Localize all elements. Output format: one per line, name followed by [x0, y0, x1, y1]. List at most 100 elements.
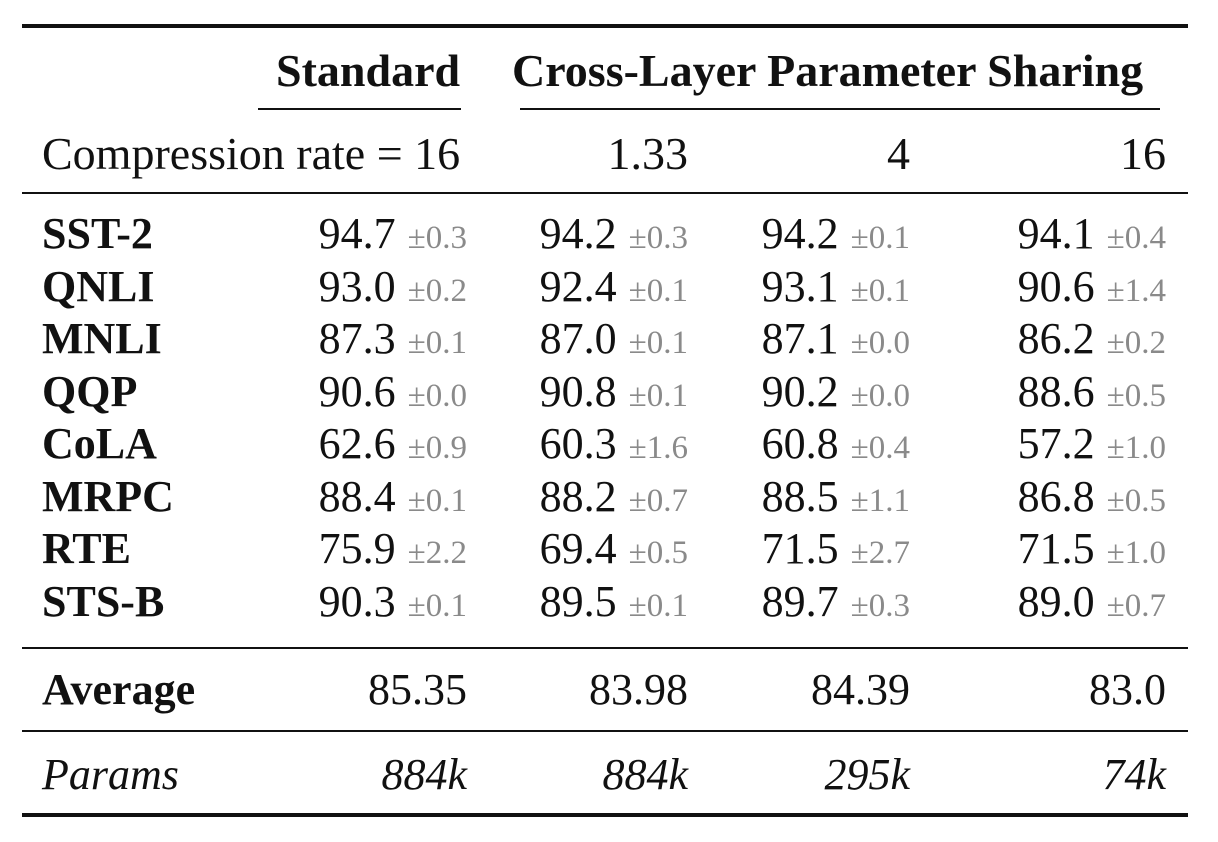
score-mean: 90.6 [1017, 262, 1095, 311]
score-std: ±0.7 [628, 483, 688, 519]
score-mean: 88.2 [539, 472, 617, 521]
bottom-rule [22, 813, 1188, 817]
params-sharing-16: 74k [1102, 750, 1166, 799]
score-mean: 62.6 [318, 419, 396, 468]
score-mean: 60.8 [761, 419, 839, 468]
params-rule [22, 730, 1188, 732]
score-mean: 57.2 [1017, 419, 1095, 468]
score-mean: 90.3 [318, 577, 396, 626]
score-std: ±0.2 [1106, 325, 1166, 361]
score-std: ±0.2 [407, 273, 467, 309]
score-mean: 89.0 [1017, 577, 1095, 626]
score-mean: 86.2 [1017, 314, 1095, 363]
task-label: STS-B [42, 577, 165, 626]
header-cross-layer-sharing: Cross-Layer Parameter Sharing [512, 45, 1144, 96]
score-std: ±0.1 [628, 273, 688, 309]
score-cell-standard: 88.4 ±0.1 [319, 475, 467, 519]
score-std: ±2.7 [850, 535, 910, 571]
task-label: MRPC [42, 472, 174, 521]
score-mean: 88.4 [318, 472, 396, 521]
score-std: ±0.3 [407, 220, 467, 256]
score-cell-sharing-1-33: 90.8 ±0.1 [540, 370, 688, 414]
score-cell-standard: 90.3 ±0.1 [319, 580, 467, 624]
score-mean: 87.0 [539, 314, 617, 363]
score-cell-standard: 93.0 ±0.2 [319, 265, 467, 309]
score-std: ±1.1 [850, 483, 910, 519]
score-cell-sharing-16: 71.5 ±1.0 [1018, 527, 1166, 571]
score-mean: 87.1 [761, 314, 839, 363]
average-sharing-4: 84.39 [811, 665, 910, 714]
score-std: ±1.4 [1106, 273, 1166, 309]
score-mean: 60.3 [539, 419, 617, 468]
score-cell-standard: 90.6 ±0.0 [319, 370, 467, 414]
score-std: ±0.1 [628, 378, 688, 414]
score-cell-standard: 75.9 ±2.2 [319, 527, 467, 571]
score-mean: 94.2 [761, 209, 839, 258]
score-mean: 88.6 [1017, 367, 1095, 416]
score-std: ±0.3 [850, 588, 910, 624]
score-cell-sharing-16: 88.6 ±0.5 [1018, 370, 1166, 414]
compression-rate-16: 16 [1120, 128, 1166, 179]
score-std: ±0.0 [850, 325, 910, 361]
score-mean: 87.3 [318, 314, 396, 363]
score-mean: 90.2 [761, 367, 839, 416]
score-cell-sharing-4: 60.8 ±0.4 [762, 422, 910, 466]
score-cell-standard: 62.6 ±0.9 [319, 422, 467, 466]
average-label: Average [42, 665, 196, 714]
params-standard: 884k [381, 750, 467, 799]
score-std: ±1.0 [1106, 535, 1166, 571]
score-mean: 86.8 [1017, 472, 1095, 521]
score-cell-sharing-1-33: 69.4 ±0.5 [540, 527, 688, 571]
top-rule [22, 24, 1188, 28]
score-cell-sharing-4: 90.2 ±0.0 [762, 370, 910, 414]
task-label: CoLA [42, 419, 157, 468]
score-cell-sharing-16: 89.0 ±0.7 [1018, 580, 1166, 624]
score-cell-sharing-16: 86.2 ±0.2 [1018, 317, 1166, 361]
score-std: ±0.5 [1106, 378, 1166, 414]
score-cell-sharing-4: 87.1 ±0.0 [762, 317, 910, 361]
score-mean: 94.7 [318, 209, 396, 258]
score-cell-standard: 87.3 ±0.1 [319, 317, 467, 361]
score-std: ±0.1 [850, 273, 910, 309]
score-mean: 94.2 [539, 209, 617, 258]
params-sharing-1-33: 884k [602, 750, 688, 799]
params-sharing-4: 295k [824, 750, 910, 799]
shared-cmidrule [520, 108, 1160, 110]
score-cell-sharing-1-33: 89.5 ±0.1 [540, 580, 688, 624]
score-mean: 93.1 [761, 262, 839, 311]
score-mean: 92.4 [539, 262, 617, 311]
score-cell-sharing-16: 90.6 ±1.4 [1018, 265, 1166, 309]
score-std: ±0.1 [407, 325, 467, 361]
score-mean: 90.6 [318, 367, 396, 416]
score-cell-sharing-4: 89.7 ±0.3 [762, 580, 910, 624]
average-rule [22, 647, 1188, 649]
score-std: ±0.5 [628, 535, 688, 571]
score-std: ±0.1 [628, 325, 688, 361]
score-cell-sharing-1-33: 60.3 ±1.6 [540, 422, 688, 466]
score-std: ±0.1 [850, 220, 910, 256]
score-cell-sharing-1-33: 94.2 ±0.3 [540, 212, 688, 256]
score-cell-sharing-1-33: 92.4 ±0.1 [540, 265, 688, 309]
task-label: RTE [42, 524, 131, 573]
score-cell-sharing-4: 93.1 ±0.1 [762, 265, 910, 309]
score-std: ±0.3 [628, 220, 688, 256]
average-sharing-1-33: 83.98 [589, 665, 688, 714]
score-std: ±0.1 [407, 588, 467, 624]
header-rule [22, 192, 1188, 194]
score-mean: 94.1 [1017, 209, 1095, 258]
average-sharing-16: 83.0 [1089, 665, 1166, 714]
score-cell-sharing-16: 94.1 ±0.4 [1018, 212, 1166, 256]
score-std: ±0.0 [407, 378, 467, 414]
task-label: MNLI [42, 314, 162, 363]
score-std: ±2.2 [407, 535, 467, 571]
score-mean: 89.7 [761, 577, 839, 626]
task-label: QQP [42, 367, 138, 416]
score-mean: 90.8 [539, 367, 617, 416]
score-mean: 88.5 [761, 472, 839, 521]
score-std: ±1.0 [1106, 430, 1166, 466]
score-std: ±0.1 [628, 588, 688, 624]
compression-rate-label: Compression rate = 16 [42, 128, 461, 179]
standard-cmidrule [258, 108, 461, 110]
score-mean: 93.0 [318, 262, 396, 311]
score-cell-sharing-16: 86.8 ±0.5 [1018, 475, 1166, 519]
